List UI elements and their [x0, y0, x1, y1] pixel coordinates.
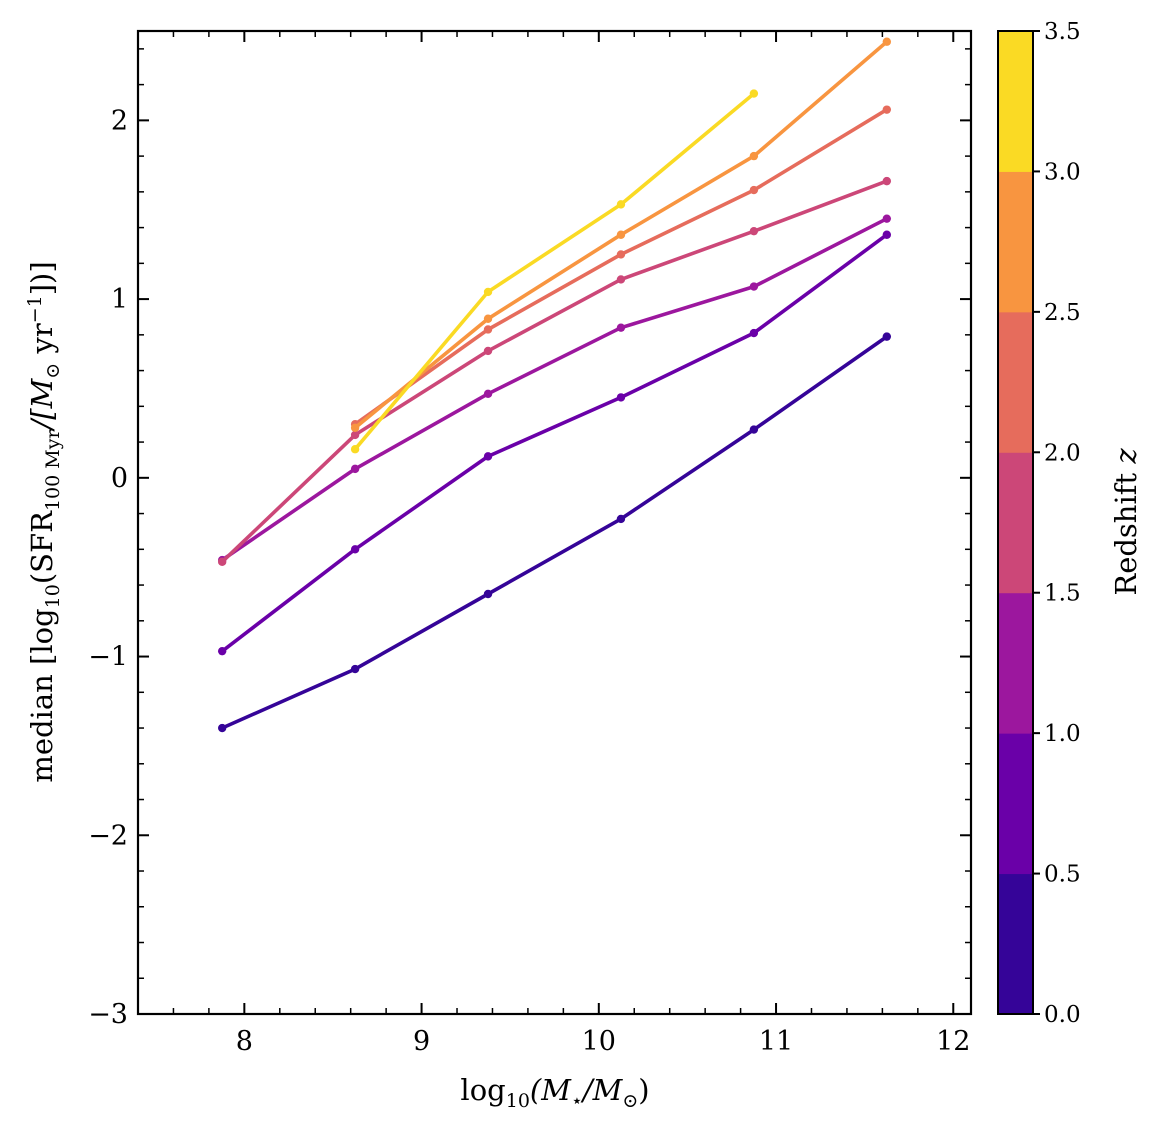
colorbar-segment — [998, 31, 1033, 172]
xlabel-base: log — [460, 1073, 505, 1107]
colorbar-segment — [998, 171, 1033, 313]
data-point — [616, 323, 626, 332]
colorbar-ticks — [1033, 30, 1040, 1015]
x-tick-label: 9 — [413, 1026, 430, 1057]
ylabel-c: /[M — [25, 377, 59, 432]
data-point — [350, 423, 360, 432]
colorbar-tick-label: 2.0 — [1044, 440, 1081, 466]
ylabel-c-sun: ⊙ — [42, 363, 64, 379]
colorbar-segment — [998, 873, 1033, 1015]
colorbar-tick-label: 2.5 — [1044, 300, 1081, 326]
y-tick-label: −1 — [88, 642, 128, 673]
data-point — [749, 282, 759, 291]
data-point — [616, 230, 626, 239]
ylabel-b-sub: 100 Myr — [42, 429, 64, 511]
data-point — [616, 250, 626, 259]
colorbar-tick-labels: 0.0 0.5 1.0 1.5 2.0 2.5 3.0 3.5 — [1044, 19, 1081, 1028]
x-tick-label: 10 — [582, 1026, 616, 1057]
data-point — [350, 545, 360, 554]
data-point — [483, 325, 493, 334]
y-tick-labels: −3 −2 −1 0 1 2 — [88, 105, 128, 1030]
colorbar — [998, 31, 1033, 1015]
y-tick-label: 0 — [111, 463, 128, 494]
colorbar-tick-label: 1.0 — [1044, 721, 1081, 747]
colorbar-tick-label: 3.0 — [1044, 159, 1081, 185]
y-tick-label: 2 — [111, 105, 128, 136]
data-point — [882, 214, 892, 223]
series-line-1 — [220, 232, 889, 654]
colorbar-segment — [998, 311, 1033, 453]
data-point — [882, 176, 892, 186]
colorbar-segment — [998, 452, 1033, 594]
series-line-0 — [220, 334, 889, 730]
major-ticks — [138, 31, 971, 1015]
data-point — [483, 287, 493, 297]
ylabel-d-sup: −1 — [24, 295, 46, 323]
data-point — [217, 723, 227, 733]
colorbar-tick-label: 0.0 — [1044, 1002, 1081, 1028]
y-tick-label: 1 — [111, 284, 128, 315]
data-point — [749, 185, 759, 195]
colorbar-segment — [998, 592, 1033, 734]
data-point — [350, 464, 360, 474]
ylabel-d: yr — [25, 323, 59, 363]
xlabel-mid: /M — [580, 1073, 624, 1107]
data-point — [616, 275, 626, 284]
colorbar-title-var: z — [1109, 448, 1143, 465]
data-point — [749, 328, 759, 338]
data-point — [749, 425, 759, 434]
data-point — [350, 430, 360, 440]
xlabel-close: ) — [638, 1073, 649, 1107]
colorbar-frame — [997, 30, 1034, 1015]
ylabel-a: median [log — [25, 608, 59, 782]
x-tick-label: 8 — [236, 1026, 253, 1057]
colorbar-tick-label: 1.5 — [1044, 581, 1081, 607]
data-point — [483, 389, 493, 399]
data-point — [483, 346, 493, 356]
data-point — [749, 151, 759, 161]
data-point — [483, 452, 493, 461]
series-line-4 — [353, 107, 889, 427]
data-point — [749, 89, 759, 98]
y-axis-title: median [log10(SFR100 Myr/[M⊙ yr−1])] — [24, 261, 64, 782]
y-tick-label: −3 — [88, 999, 128, 1030]
colorbar-title-text: Redshift — [1109, 464, 1143, 596]
data-point — [483, 589, 493, 599]
xlabel-sun: ⊙ — [622, 1090, 638, 1112]
data-point — [350, 664, 360, 674]
data-point — [882, 230, 892, 239]
data-point — [350, 445, 360, 454]
series-line-3 — [220, 179, 889, 564]
data-point — [217, 646, 227, 656]
data-point — [483, 314, 493, 323]
colorbar-tick-label: 3.5 — [1044, 19, 1081, 45]
xlabel-sub: 10 — [506, 1090, 530, 1112]
series-line-6 — [353, 91, 756, 452]
data-point — [882, 332, 892, 341]
x-tick-label: 11 — [759, 1026, 793, 1057]
plot-frame — [136, 29, 973, 1016]
colorbar-tick-label: 0.5 — [1044, 862, 1081, 888]
x-tick-label: 12 — [936, 1026, 970, 1057]
ylabel-b: (SFR — [25, 510, 59, 584]
data-point — [616, 393, 626, 402]
xlabel-star: ⋆ — [571, 1090, 583, 1112]
ylabel-a-sub: 10 — [42, 584, 64, 608]
data-point — [882, 37, 892, 46]
x-axis-title: log10(M⋆/M⊙) — [460, 1073, 649, 1112]
data-point — [616, 200, 626, 209]
xlabel-body: (M — [530, 1073, 572, 1107]
colorbar-title: Redshift z — [1109, 448, 1143, 596]
x-tick-labels: 8 9 10 11 12 — [236, 1026, 971, 1057]
data-point — [616, 514, 626, 524]
data-point — [749, 226, 759, 236]
ylabel-e: ])] — [25, 261, 59, 295]
series-layer — [217, 37, 892, 733]
data-point — [882, 105, 892, 114]
data-point — [217, 557, 227, 567]
y-tick-label: −2 — [88, 820, 128, 851]
colorbar-segment — [998, 733, 1033, 875]
series-line-2 — [220, 216, 889, 562]
